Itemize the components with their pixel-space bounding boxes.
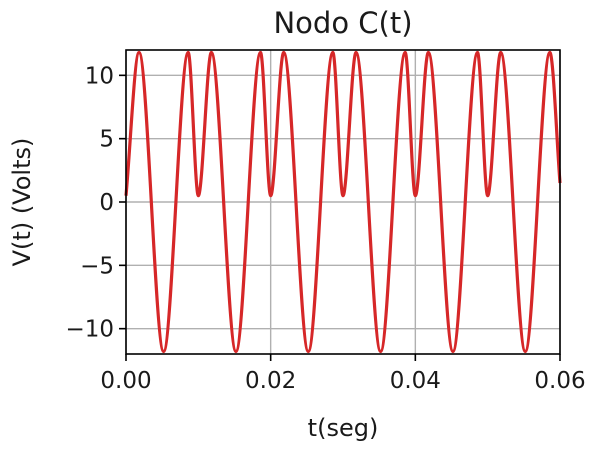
y-tick-label: 10 bbox=[85, 63, 114, 89]
y-tick-label: 0 bbox=[99, 190, 114, 216]
x-axis-label: t(seg) bbox=[308, 414, 379, 442]
x-tick-label: 0.00 bbox=[100, 368, 151, 394]
y-axis: −10 −5 0 5 10 bbox=[65, 63, 126, 343]
x-tick-label: 0.02 bbox=[245, 368, 296, 394]
grid bbox=[125, 50, 561, 354]
x-axis: 0.00 0.02 0.04 0.06 bbox=[100, 354, 586, 394]
x-tick-label: 0.04 bbox=[390, 368, 441, 394]
y-axis-label: V(t) (Volts) bbox=[8, 138, 36, 267]
y-tick-label: −5 bbox=[80, 253, 114, 279]
y-tick-label: 5 bbox=[99, 127, 114, 153]
plot-area bbox=[124, 50, 562, 354]
y-tick-label: −10 bbox=[65, 317, 114, 343]
series-line bbox=[124, 50, 562, 354]
x-tick-label: 0.06 bbox=[534, 368, 585, 394]
chart-title: Nodo C(t) bbox=[273, 6, 412, 40]
